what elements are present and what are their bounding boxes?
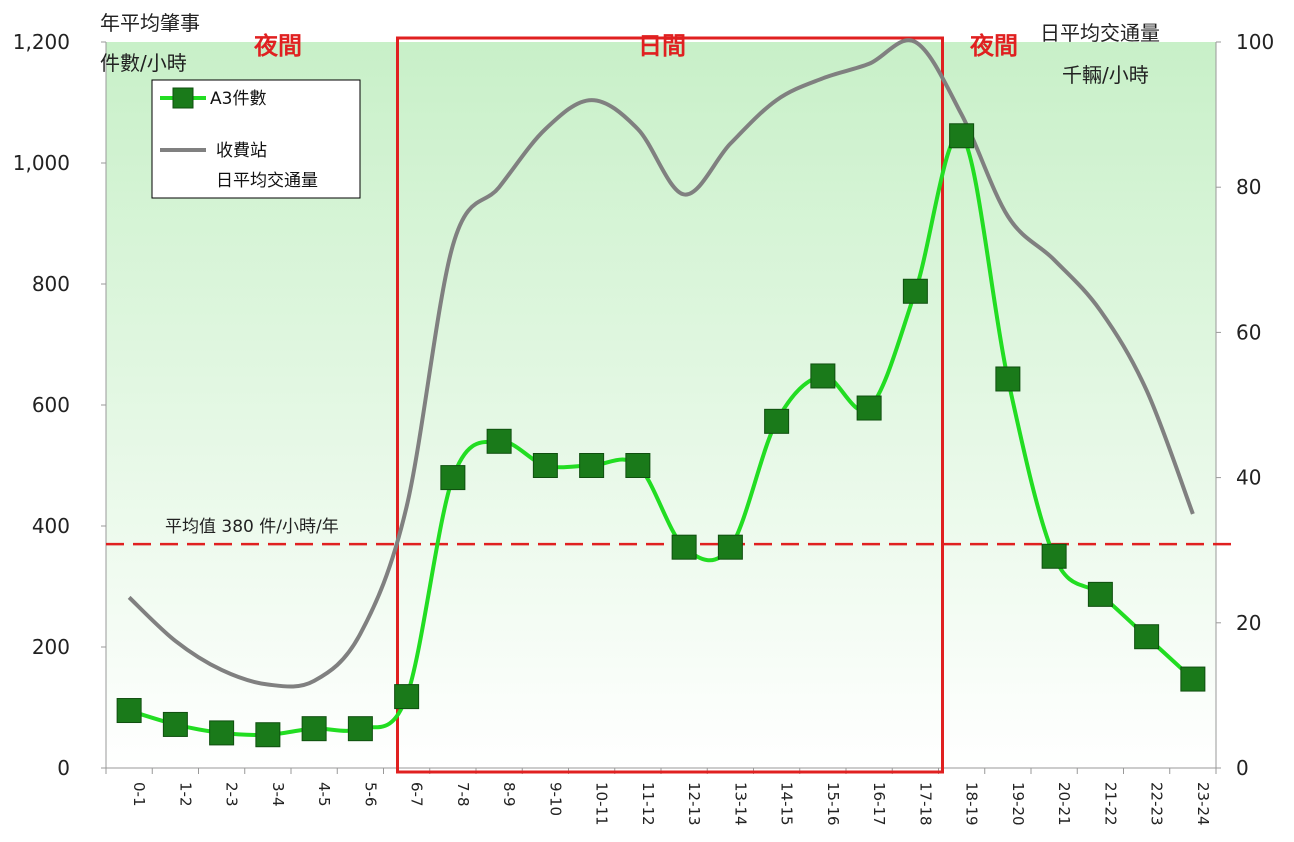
right-tick-label: 0 (1236, 756, 1249, 780)
a3-marker (255, 722, 281, 748)
right-axis-title-line2: 千輛/小時 (1062, 63, 1149, 87)
x-tick-label: 8-9 (500, 782, 518, 807)
a3-marker (347, 716, 373, 742)
a3-marker (440, 465, 466, 491)
a3-marker (116, 698, 142, 724)
a3-marker (625, 453, 651, 478)
x-tick-label: 14-15 (778, 782, 796, 826)
period-label-day: 日間 (638, 32, 686, 60)
x-tick-label: 6-7 (408, 782, 426, 807)
left-tick-label: 200 (32, 635, 70, 659)
x-tick-label: 0-1 (130, 782, 148, 807)
legend-a3-swatch-marker (172, 87, 194, 109)
a3-marker (949, 123, 975, 149)
right-tick-label: 60 (1236, 320, 1261, 344)
series-markers-a3 (116, 123, 1206, 748)
left-axis-title-line2: 件數/小時 (100, 51, 187, 75)
a3-marker (764, 408, 790, 434)
a3-marker (902, 278, 928, 304)
x-tick-label: 15-16 (824, 782, 842, 826)
x-tick-label: 19-20 (1009, 782, 1027, 826)
x-tick-label: 22-23 (1148, 782, 1166, 826)
x-axis-ticks: 0-1 1-2 2-3 3-4 4-5 5-6 6-7 7-8 8-9 9-10 10-11 11-1… (105, 768, 1217, 826)
a3-marker (810, 363, 836, 389)
period-label-night-right: 夜間 (969, 32, 1018, 60)
right-axis-title-line1: 日平均交通量 (1040, 21, 1160, 45)
a3-marker (301, 716, 327, 742)
a3-marker (671, 534, 697, 560)
x-tick-label: 12-13 (685, 782, 703, 826)
a3-marker (394, 684, 420, 710)
a3-marker (717, 534, 743, 560)
x-tick-label: 5-6 (361, 782, 379, 807)
a3-marker (995, 366, 1021, 392)
a3-marker (1041, 543, 1067, 569)
x-tick-label: 23-24 (1194, 782, 1212, 826)
legend: A3件數 收費站 日平均交通量 (151, 79, 361, 199)
x-tick-label: 17-18 (916, 782, 934, 826)
a3-marker (579, 453, 605, 478)
a3-marker (1087, 581, 1113, 607)
a3-marker (1134, 624, 1160, 650)
left-tick-label: 0 (57, 756, 70, 780)
x-tick-label: 9-10 (546, 782, 564, 816)
average-line-label: 平均值 380 件/小時/年 (165, 517, 339, 537)
x-tick-label: 1-2 (176, 782, 194, 807)
x-tick-label: 21-22 (1101, 782, 1119, 826)
a3-marker (856, 395, 882, 421)
series-line-traffic (127, 38, 1195, 689)
a3-marker (209, 720, 235, 746)
left-axis-title-line1: 年平均肇事 (100, 11, 200, 35)
legend-a3-label: A3件數 (210, 89, 266, 109)
day-period-box (396, 36, 944, 774)
legend-traffic-label-line1: 收費站 (216, 141, 267, 161)
x-tick-label: 3-4 (269, 782, 287, 807)
x-tick-label: 4-5 (315, 782, 333, 807)
x-tick-label: 16-17 (870, 782, 888, 826)
period-label-night-left: 夜間 (253, 32, 302, 60)
a3-marker (532, 453, 558, 478)
a3-marker (162, 711, 188, 737)
right-tick-label: 40 (1236, 466, 1261, 490)
right-tick-label: 100 (1236, 30, 1274, 54)
x-tick-label: 11-12 (639, 782, 657, 826)
left-tick-label: 1,200 (13, 30, 70, 54)
left-tick-label: 400 (32, 514, 70, 538)
left-tick-label: 800 (32, 272, 70, 296)
x-tick-label: 10-11 (593, 782, 611, 826)
a3-marker (1180, 666, 1206, 692)
x-tick-label: 2-3 (223, 782, 241, 807)
x-tick-label: 13-14 (731, 782, 749, 826)
legend-traffic-label-line2: 日平均交通量 (216, 171, 318, 191)
left-tick-label: 1,000 (13, 151, 70, 175)
right-axis-ticks: 0 20 40 60 80 100 (1216, 30, 1274, 780)
a3-marker (486, 428, 512, 454)
left-axis-ticks: 0 200 400 600 800 1,000 1,200 (13, 30, 106, 780)
x-tick-label: 7-8 (454, 782, 472, 807)
right-tick-label: 20 (1236, 611, 1261, 635)
left-tick-label: 600 (32, 393, 70, 417)
right-tick-label: 80 (1236, 175, 1261, 199)
x-tick-label: 18-19 (963, 782, 981, 826)
x-tick-label: 20-21 (1055, 782, 1073, 826)
